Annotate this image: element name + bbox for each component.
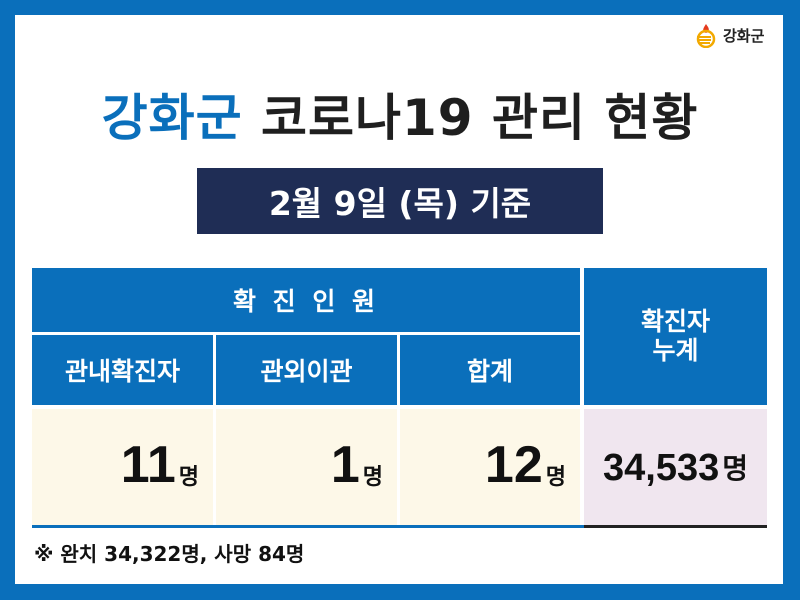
table-bottom-line — [32, 525, 584, 528]
value-number: 11 — [120, 436, 176, 494]
page-title: 강화군 코로나19 관리 현황 — [0, 78, 800, 150]
cumulative-header: 확진자 누계 — [584, 268, 767, 405]
column-header-transferred: 관외이관 — [216, 335, 397, 405]
value-number: 1 — [330, 436, 360, 494]
logo-text: 강화군 — [723, 26, 765, 45]
value-number: 34,533 — [603, 447, 720, 489]
value-unit: 명 — [545, 465, 566, 490]
value-local: 11 명 — [32, 409, 213, 525]
value-unit: 명 — [722, 452, 748, 485]
value-unit: 명 — [362, 465, 383, 490]
ganghwa-logo: 강화군 — [693, 22, 764, 48]
value-unit: 명 — [178, 465, 199, 490]
value-number: 12 — [484, 436, 543, 494]
total-bottom-line — [584, 525, 767, 528]
ganghwa-flame-logo-icon — [696, 24, 716, 48]
column-header-local: 관내확진자 — [32, 335, 213, 405]
title-highlight: 강화군 — [101, 89, 243, 147]
title-rest: 코로나19 관리 현황 — [242, 89, 699, 147]
value-cumulative: 34,533 명 — [584, 409, 767, 525]
value-sum: 12 명 — [400, 409, 580, 525]
footnote: ※ 완치 34,322명, 사망 84명 — [34, 542, 305, 566]
column-header-sum: 합계 — [400, 335, 580, 405]
date-badge: 2월 9일 (목) 기준 — [197, 168, 603, 234]
confirmed-group-header: 확 진 인 원 — [32, 268, 580, 332]
